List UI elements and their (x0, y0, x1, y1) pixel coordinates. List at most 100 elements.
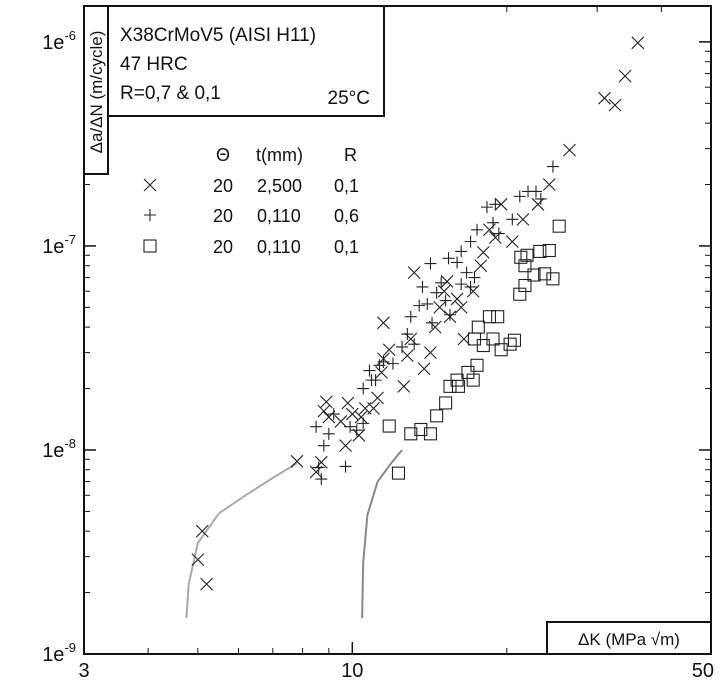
legend-symbol-square (143, 239, 157, 253)
data-point-x (400, 349, 414, 363)
legend-row1-thickness: 2,500 (257, 176, 302, 196)
data-point-square (507, 333, 522, 347)
legend-symbol-x (143, 178, 157, 192)
data-point-square (513, 287, 527, 301)
data-point-x (608, 98, 622, 112)
legend: Θ t(mm) R 20 2,500 0,1 20 0,110 0,6 20 0… (143, 145, 359, 257)
x-axis-title: ΔK (MPa √m) (578, 630, 680, 649)
data-points (191, 36, 645, 591)
tick-labels: 1e-9 1e-8 1e-7 1e-6 3 10 50 (42, 28, 714, 681)
data-point-square (404, 427, 418, 441)
data-point-x (433, 300, 447, 314)
data-point-square (527, 268, 541, 282)
data-point-x (397, 379, 411, 393)
data-point-square (542, 243, 556, 258)
legend-row1-theta: 20 (213, 176, 233, 196)
data-point-plus (327, 408, 340, 421)
data-point-x (322, 410, 336, 424)
data-point-square (552, 219, 566, 233)
data-point-plus (513, 190, 526, 203)
info-ratio: R=0,7 & 0,1 (120, 83, 221, 104)
legend-row3-ratio: 0,1 (334, 237, 359, 257)
data-point-square (486, 332, 500, 346)
data-point-plus (344, 420, 357, 433)
data-point-x (417, 362, 431, 376)
data-point-plus (534, 192, 547, 205)
data-point-x (195, 524, 209, 538)
data-point-x (352, 428, 366, 442)
data-point-plus (489, 198, 502, 211)
data-point-square (414, 422, 428, 437)
data-point-plus (377, 355, 390, 368)
data-point-square (476, 338, 490, 353)
data-point-plus (442, 252, 455, 265)
info-material: X38CrMoV5 (AISI H11) (120, 25, 316, 46)
data-point-plus (435, 276, 448, 289)
data-point-plus (464, 235, 477, 248)
data-point-plus (357, 417, 370, 430)
data-point-plus (480, 201, 493, 214)
data-point-x (345, 407, 359, 421)
data-point-plus (506, 213, 519, 226)
data-point-x (404, 332, 418, 346)
legend-symbols (143, 178, 157, 253)
data-point-x (377, 316, 390, 330)
data-point-plus (443, 308, 456, 321)
data-point-plus (396, 340, 409, 353)
data-point-x (476, 245, 490, 259)
data-point-plus (404, 310, 417, 323)
data-point-square (471, 320, 485, 334)
data-point-x (339, 439, 352, 453)
data-point-x (371, 391, 384, 405)
data-point-x (457, 332, 471, 346)
plot-frame (83, 5, 712, 655)
data-point-x (319, 395, 333, 409)
data-point-x (563, 143, 576, 157)
info-hardness: 47 HRC (120, 54, 188, 75)
y-tick-label: 1e-7 (42, 232, 76, 258)
data-point-plus (487, 216, 500, 229)
data-point-x (531, 197, 545, 211)
data-point-x (191, 553, 205, 567)
data-point-x (542, 178, 556, 191)
data-point-x (505, 235, 519, 249)
data-point-square (533, 244, 547, 258)
data-point-square (520, 248, 534, 262)
data-point-square (466, 373, 480, 387)
data-point-square (430, 409, 444, 423)
data-point-square (482, 310, 496, 324)
data-point-square (491, 310, 505, 324)
data-point-plus (455, 245, 468, 258)
fit-curve (185, 462, 298, 619)
data-point-x (354, 410, 368, 424)
data-point-x (367, 401, 380, 415)
data-point-plus (460, 266, 473, 279)
legend-row2-ratio: 0,6 (334, 206, 359, 226)
data-point-square (423, 427, 438, 441)
data-point-plus (424, 257, 437, 270)
x-tick-label: 50 (692, 660, 714, 681)
data-point-x (454, 300, 468, 314)
data-point-plus (439, 294, 452, 307)
legend-row3-theta: 20 (213, 237, 233, 257)
legend-header-thickness: t(mm) (256, 145, 303, 165)
data-point-square (391, 466, 406, 480)
data-point-plus (468, 271, 481, 284)
data-point-x (474, 259, 488, 273)
data-point-plus (471, 223, 484, 236)
data-point-plus (350, 424, 363, 437)
legend-header-theta: Θ (216, 145, 230, 165)
data-point-square (503, 337, 517, 351)
data-point-plus (310, 420, 323, 433)
fit-curve (361, 449, 403, 619)
y-tick-label: 1e-9 (42, 640, 76, 666)
x-axis-title-box (546, 621, 712, 655)
legend-symbol-plus (144, 209, 156, 221)
data-point-plus (369, 374, 382, 387)
legend-row2-thickness: 0,110 (257, 206, 301, 226)
x-tick-label: 10 (341, 660, 363, 681)
data-point-square (439, 396, 453, 410)
data-point-square (538, 267, 552, 281)
legend-row1-ratio: 0,1 (334, 176, 359, 196)
data-point-x (631, 36, 645, 50)
